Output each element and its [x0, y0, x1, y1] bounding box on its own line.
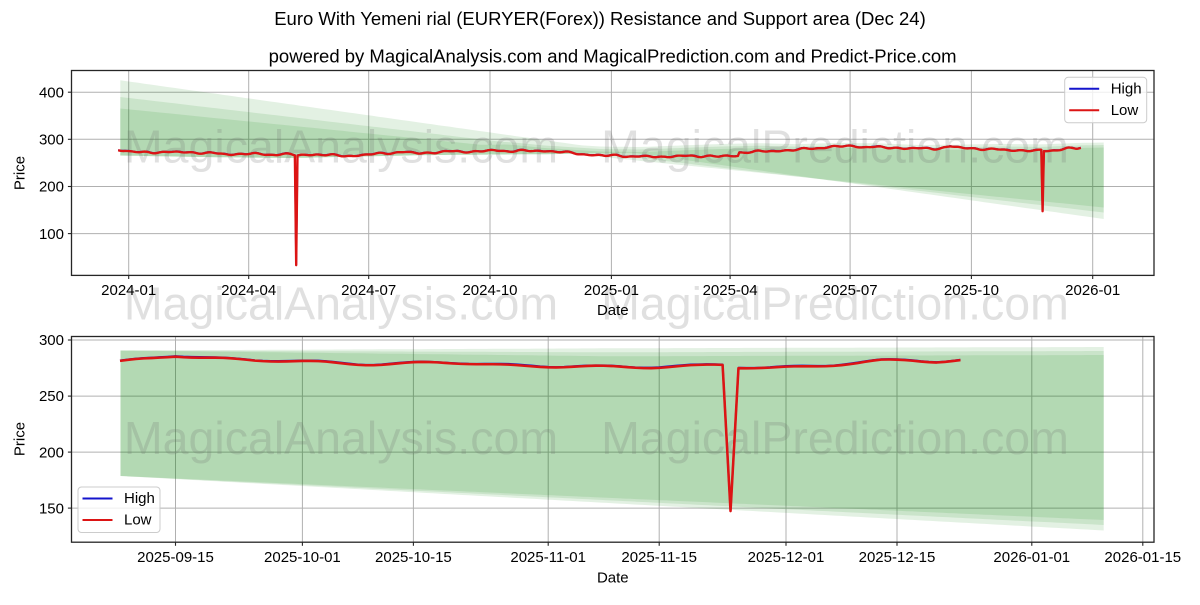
svg-text:MagicalPrediction.com: MagicalPrediction.com: [601, 412, 1069, 464]
svg-text:2025-09-15: 2025-09-15: [137, 549, 214, 566]
svg-text:400: 400: [39, 84, 64, 101]
svg-text:Date: Date: [597, 570, 629, 587]
svg-text:250: 250: [39, 388, 64, 405]
svg-text:2026-01-01: 2026-01-01: [993, 549, 1070, 566]
svg-text:Date: Date: [597, 302, 629, 319]
svg-text:2024-10: 2024-10: [462, 282, 517, 299]
svg-text:2025-10: 2025-10: [944, 282, 999, 299]
svg-text:2025-11-01: 2025-11-01: [510, 549, 586, 566]
svg-text:MagicalAnalysis.com: MagicalAnalysis.com: [124, 412, 558, 464]
svg-text:2024-04: 2024-04: [221, 282, 276, 299]
svg-text:2025-12-15: 2025-12-15: [859, 549, 936, 566]
svg-text:2025-07: 2025-07: [823, 282, 878, 299]
svg-text:Low: Low: [124, 512, 152, 529]
svg-text:2026-01: 2026-01: [1065, 282, 1120, 299]
svg-text:2024-01: 2024-01: [101, 282, 156, 299]
svg-text:High: High: [1111, 81, 1142, 98]
svg-text:MagicalAnalysis.com: MagicalAnalysis.com: [124, 278, 558, 330]
svg-text:2025-10-01: 2025-10-01: [264, 549, 341, 566]
svg-text:150: 150: [39, 500, 64, 517]
svg-text:2025-11-15: 2025-11-15: [621, 549, 697, 566]
svg-text:High: High: [124, 490, 155, 507]
svg-text:100: 100: [39, 226, 64, 243]
svg-text:2025-12-01: 2025-12-01: [748, 549, 825, 566]
svg-text:Euro With Yemeni rial (EURYER(: Euro With Yemeni rial (EURYER(Forex)) Re…: [274, 8, 926, 29]
svg-text:300: 300: [39, 132, 64, 149]
svg-text:2026-01-15: 2026-01-15: [1104, 549, 1181, 566]
svg-text:2024-07: 2024-07: [341, 282, 396, 299]
svg-text:Price: Price: [12, 422, 29, 456]
svg-text:200: 200: [39, 179, 64, 196]
svg-text:Low: Low: [1111, 102, 1139, 119]
svg-text:200: 200: [39, 444, 64, 461]
svg-text:2025-01: 2025-01: [584, 282, 639, 299]
svg-text:300: 300: [39, 332, 64, 349]
svg-text:MagicalAnalysis.com: MagicalAnalysis.com: [124, 121, 558, 173]
svg-text:2025-04: 2025-04: [703, 282, 758, 299]
svg-text:powered by MagicalAnalysis.com: powered by MagicalAnalysis.com and Magic…: [269, 45, 957, 66]
svg-text:2025-10-15: 2025-10-15: [375, 549, 452, 566]
svg-text:Price: Price: [12, 156, 29, 190]
svg-text:MagicalPrediction.com: MagicalPrediction.com: [601, 278, 1069, 330]
